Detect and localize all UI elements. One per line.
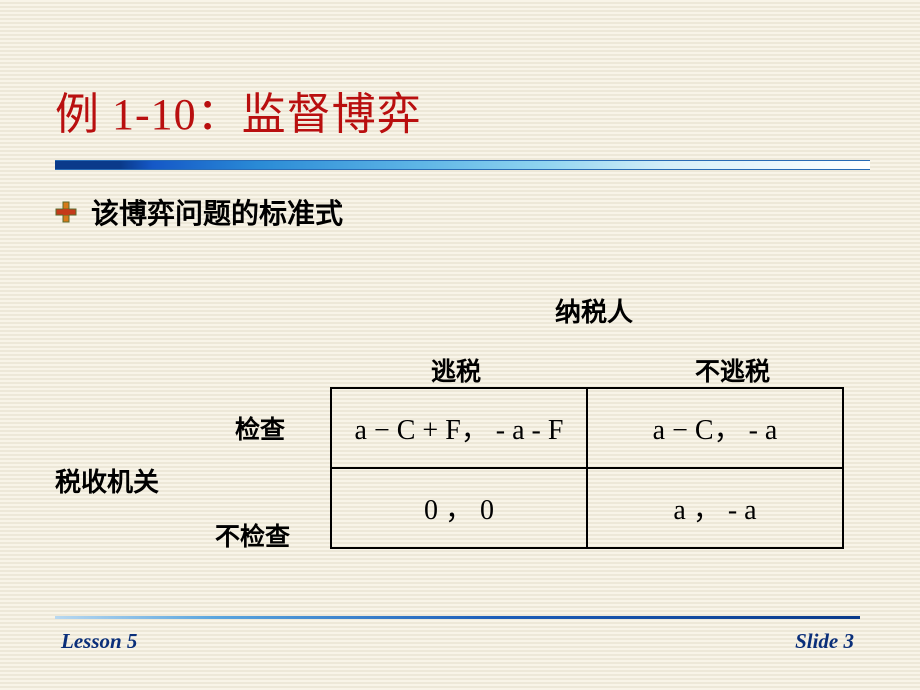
row-strategy-2: 不检查	[215, 517, 290, 553]
title-sep: ：	[197, 90, 242, 139]
title-prefix: 例	[55, 90, 100, 139]
footer-right: Slide 3	[795, 629, 854, 654]
row-player-label: 税收机关	[55, 462, 159, 499]
table-row: 0 ， 0 a ， - a	[331, 468, 843, 548]
footer-divider	[55, 616, 860, 619]
table-row: a − C + F， - a - F a − C， - a	[331, 388, 843, 468]
title-name: 监督博弈	[242, 90, 422, 139]
column-player-label: 纳税人	[555, 292, 633, 329]
plus-bullet-icon	[55, 201, 77, 223]
footer-left: Lesson 5	[61, 629, 137, 654]
bullet-row: 该博弈问题的标准式	[55, 192, 865, 232]
row-strategy-1: 检查	[235, 410, 285, 446]
col-strategy-2: 不逃税	[695, 352, 770, 388]
footer-row: Lesson 5 Slide 3	[55, 629, 860, 654]
payoff-cell: a ， - a	[587, 468, 843, 548]
title-gradient-bar	[55, 160, 870, 170]
title-number: 1-10	[112, 90, 197, 139]
payoff-table: a − C + F， - a - F a − C， - a 0 ， 0 a ， …	[330, 387, 844, 549]
content-area: 该博弈问题的标准式 纳税人 税收机关 逃税 不逃税 检查 不检查 a − C +…	[0, 170, 920, 622]
title-area: 例 1-10：监督博弈	[0, 0, 920, 150]
col-strategy-1: 逃税	[431, 352, 481, 388]
bullet-text: 该博弈问题的标准式	[91, 192, 343, 232]
payoff-cell: a − C， - a	[587, 388, 843, 468]
payoff-cell: 0 ， 0	[331, 468, 587, 548]
footer: Lesson 5 Slide 3	[55, 616, 860, 654]
slide-title: 例 1-10：监督博弈	[55, 78, 870, 142]
game-matrix: 纳税人 税收机关 逃税 不逃税 检查 不检查 a − C + F， - a - …	[55, 292, 865, 622]
payoff-cell: a − C + F， - a - F	[331, 388, 587, 468]
